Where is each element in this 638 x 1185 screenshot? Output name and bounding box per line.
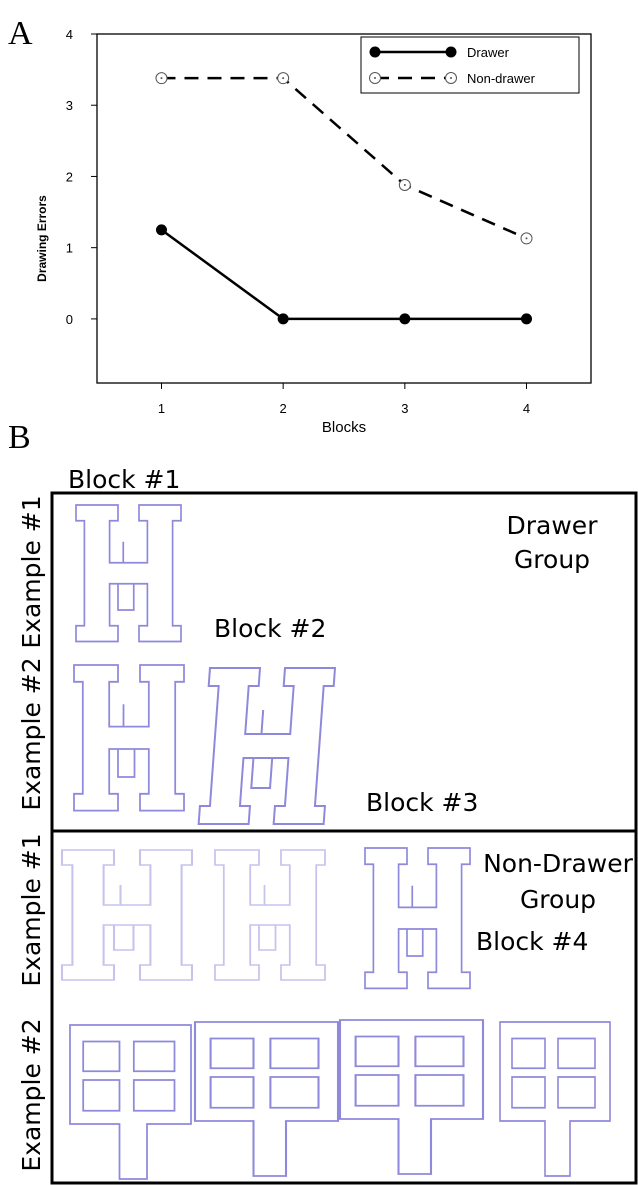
marker-dot xyxy=(450,77,452,79)
panel-label: B xyxy=(8,419,31,456)
y-tick-label: 1 xyxy=(66,241,73,256)
legend-label: Drawer xyxy=(467,45,510,60)
marker-dot xyxy=(282,77,285,80)
x-axis-label: Blocks xyxy=(322,419,366,436)
y-tick-label: 0 xyxy=(66,312,73,327)
y-axis-label: Drawing Errors xyxy=(35,195,49,282)
block-label: Block #3 xyxy=(366,788,478,817)
y-tick-label: 3 xyxy=(66,98,73,113)
panel-b: Block #1 Block #2 Block #3 Block #4 Draw… xyxy=(17,465,638,1185)
block-label: Block #2 xyxy=(214,614,326,643)
marker xyxy=(155,224,167,236)
x-tick-label: 4 xyxy=(523,401,530,416)
marker-dot xyxy=(525,237,528,240)
marker-dot xyxy=(160,77,163,80)
example-label: Example #1 xyxy=(17,495,46,648)
legend-label: Non-drawer xyxy=(467,71,536,86)
x-tick-label: 2 xyxy=(280,401,287,416)
y-tick-label: 4 xyxy=(66,27,73,42)
panel-frame xyxy=(50,491,638,1185)
legend-box xyxy=(360,36,580,94)
x-tick-label: 3 xyxy=(401,401,408,416)
group-label: Group xyxy=(520,885,596,914)
marker xyxy=(445,46,457,58)
drawings xyxy=(60,504,611,1180)
example-label: Example #2 xyxy=(17,657,46,810)
example-label: Example #2 xyxy=(17,1018,46,1171)
marker xyxy=(399,313,411,325)
group-label: Group xyxy=(514,545,590,574)
series-line xyxy=(160,228,527,321)
marker xyxy=(521,313,533,325)
panel-label: A xyxy=(8,15,33,52)
example-label: Example #1 xyxy=(17,833,46,986)
marker xyxy=(277,313,289,325)
y-tick-label: 2 xyxy=(66,169,73,184)
group-label: Non-Drawer xyxy=(483,849,634,878)
plot-frame xyxy=(96,33,592,384)
block-label: Block #4 xyxy=(476,927,588,956)
x-tick-label: 1 xyxy=(158,401,165,416)
block-label: Block #1 xyxy=(68,465,180,494)
plot: 0 1 2 3 4 1 2 3 4 Blocks Drawing Errors Drawer Non-d… xyxy=(35,27,592,436)
marker xyxy=(369,46,381,58)
marker-dot xyxy=(403,183,406,186)
marker-dot xyxy=(374,77,376,79)
group-label: Drawer xyxy=(507,511,599,540)
series-line xyxy=(161,76,528,240)
